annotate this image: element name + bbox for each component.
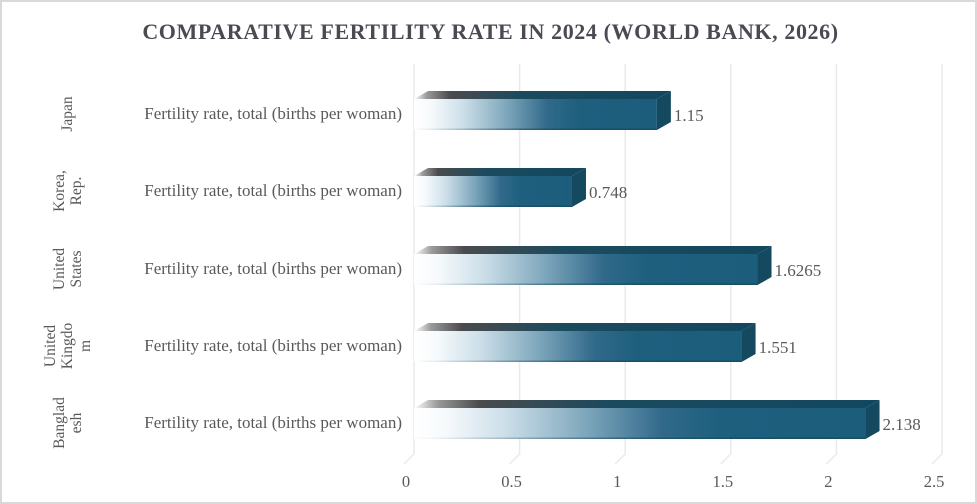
x-axis-tick-label: 1	[613, 472, 622, 491]
bar-bangladesh[interactable]	[414, 400, 880, 439]
bar-top-face	[414, 323, 756, 331]
gridline-2.5	[931, 64, 943, 465]
bar-side-face	[757, 246, 772, 285]
series-label-bangladesh: Fertility rate, total (births per woman)	[144, 413, 402, 432]
x-axis-tick-label: 2.5	[923, 472, 945, 491]
gridline-2	[825, 64, 838, 465]
series-label-united-kingdom: Fertility rate, total (births per woman)	[144, 336, 402, 355]
bar-top-face	[414, 400, 880, 408]
gridline-1.5	[720, 64, 732, 465]
bar-side-face	[865, 400, 880, 439]
bars-layer	[414, 91, 880, 439]
bar-front-face	[414, 331, 742, 362]
value-label-korea-rep: 0.748	[588, 183, 628, 202]
bar-bottom-edge	[414, 360, 742, 362]
bar-bottom-edge	[414, 283, 758, 285]
bar-bottom-edge	[414, 205, 572, 207]
bar-top-face	[414, 91, 671, 99]
bar-side-face	[571, 168, 586, 207]
x-axis-tick-label: 0	[401, 472, 411, 491]
bar-side-face	[656, 91, 671, 130]
bar-bottom-edge	[414, 437, 866, 439]
category-axis-label-united-kingdom: United Kingdo m	[41, 322, 94, 370]
bar-top-face	[414, 168, 586, 176]
category-axis-label-united-states: United States	[50, 247, 85, 291]
value-label-bangladesh: 2.138	[882, 415, 921, 434]
bar-front-face	[414, 408, 866, 439]
series-label-japan: Fertility rate, total (births per woman)	[144, 104, 402, 123]
value-label-united-kingdom: 1.551	[758, 338, 797, 357]
bar-front-face	[414, 176, 572, 207]
gridline-0	[403, 64, 415, 465]
gridline-1	[614, 64, 626, 465]
x-axis-tick-label: 1.5	[712, 472, 734, 491]
chart-title: COMPARATIVE FERTILITY RATE IN 2024 (WORL…	[142, 19, 839, 44]
x-axis-tick-label: 0.5	[501, 472, 522, 491]
bar-united-kingdom[interactable]	[414, 323, 756, 362]
bar-japan[interactable]	[414, 91, 671, 130]
x-axis-tick-label: 2	[824, 472, 833, 491]
bar-united-states[interactable]	[414, 246, 772, 285]
bar-front-face	[414, 254, 758, 285]
bar-top-face	[414, 246, 772, 254]
series-label-united-states: Fertility rate, total (births per woman)	[144, 259, 402, 278]
category-axis-label-bangladesh: Banglad esh	[50, 397, 85, 449]
bar-side-face	[741, 323, 756, 362]
value-label-japan: 1.15	[673, 106, 704, 125]
category-axis-label-japan: Japan	[59, 96, 77, 132]
category-axis-label-korea-rep: Korea, Rep.	[50, 170, 85, 212]
bar-korea-rep[interactable]	[414, 168, 586, 207]
value-label-united-states: 1.6265	[774, 261, 822, 280]
bar-bottom-edge	[414, 128, 657, 130]
series-label-korea-rep: Fertility rate, total (births per woman)	[144, 181, 402, 200]
bar-front-face	[414, 99, 657, 130]
